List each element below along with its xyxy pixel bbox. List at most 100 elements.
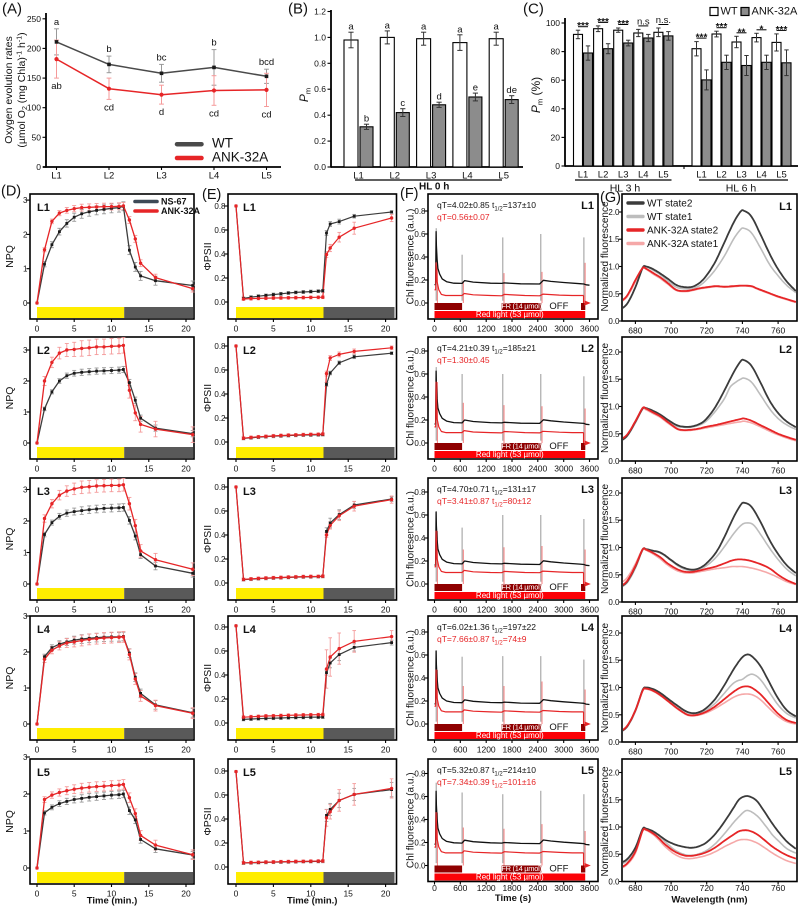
svg-text:5: 5 bbox=[72, 464, 77, 474]
svg-text:2400: 2400 bbox=[528, 883, 547, 893]
svg-text:80: 80 bbox=[551, 47, 561, 57]
svg-text:Red light (53 µmol): Red light (53 µmol) bbox=[476, 450, 544, 459]
svg-text:FR (14 µmol): FR (14 µmol) bbox=[501, 302, 542, 311]
svg-text:0.6: 0.6 bbox=[414, 230, 426, 239]
svg-text:L2: L2 bbox=[37, 345, 50, 357]
svg-text:0.6: 0.6 bbox=[214, 507, 226, 516]
svg-text:20: 20 bbox=[181, 745, 191, 755]
svg-text:L4: L4 bbox=[462, 171, 473, 182]
svg-text:5: 5 bbox=[72, 324, 77, 334]
svg-text:Time (min.): Time (min.) bbox=[287, 896, 338, 907]
svg-text:0: 0 bbox=[23, 299, 28, 308]
svg-text:600: 600 bbox=[453, 464, 467, 474]
svg-text:0.4: 0.4 bbox=[214, 815, 226, 824]
svg-text:FR (14 µmol): FR (14 µmol) bbox=[501, 864, 542, 873]
svg-text:Normalized fluorescence: Normalized fluorescence bbox=[600, 766, 611, 876]
svg-text:Red light (53 µmol): Red light (53 µmol) bbox=[476, 591, 544, 600]
svg-text:720: 720 bbox=[700, 607, 714, 617]
svg-text:1200: 1200 bbox=[477, 464, 496, 474]
svg-text:760: 760 bbox=[771, 466, 785, 476]
svg-text:760: 760 bbox=[771, 883, 785, 893]
svg-text:0: 0 bbox=[432, 605, 437, 615]
svg-text:740: 740 bbox=[735, 326, 749, 336]
svg-text:3600: 3600 bbox=[580, 324, 599, 334]
svg-text:ΦPSII: ΦPSII bbox=[202, 525, 214, 553]
svg-text:d: d bbox=[159, 107, 164, 118]
svg-text:10: 10 bbox=[306, 324, 316, 334]
svg-text:720: 720 bbox=[700, 326, 714, 336]
svg-text:150: 150 bbox=[27, 73, 41, 83]
svg-text:L4: L4 bbox=[243, 624, 257, 636]
svg-text:2.0: 2.0 bbox=[608, 769, 620, 778]
svg-text:Normalized fluorescence: Normalized fluorescence bbox=[600, 343, 611, 453]
svg-text:OFF: OFF bbox=[549, 722, 568, 733]
svg-text:1200: 1200 bbox=[477, 745, 496, 755]
svg-text:0.8: 0.8 bbox=[214, 342, 226, 351]
svg-text:(D): (D) bbox=[1, 184, 21, 200]
svg-text:L2: L2 bbox=[243, 345, 256, 357]
svg-text:b: b bbox=[364, 114, 369, 125]
svg-text:L5: L5 bbox=[581, 765, 594, 777]
svg-text:3: 3 bbox=[23, 486, 28, 495]
svg-text:0: 0 bbox=[35, 605, 40, 615]
svg-text:NPQ: NPQ bbox=[4, 810, 16, 833]
svg-text:L5: L5 bbox=[658, 170, 669, 181]
svg-text:20: 20 bbox=[381, 889, 391, 899]
svg-text:720: 720 bbox=[700, 883, 714, 893]
svg-text:1.5: 1.5 bbox=[608, 516, 620, 525]
svg-text:FR (14 µmol): FR (14 µmol) bbox=[501, 723, 542, 732]
svg-text:10: 10 bbox=[107, 889, 117, 899]
svg-text:0.8: 0.8 bbox=[314, 58, 326, 68]
svg-text:0.8: 0.8 bbox=[414, 207, 426, 216]
svg-text:ANK-32A: ANK-32A bbox=[161, 206, 201, 216]
svg-text:bcd: bcd bbox=[259, 57, 274, 68]
svg-text:L1: L1 bbox=[779, 201, 792, 213]
svg-text:0.6: 0.6 bbox=[214, 226, 226, 235]
svg-text:1: 1 bbox=[23, 827, 28, 836]
svg-text:20: 20 bbox=[381, 605, 391, 615]
svg-text:0.2: 0.2 bbox=[214, 695, 226, 704]
svg-text:740: 740 bbox=[735, 747, 749, 757]
svg-text:1: 1 bbox=[23, 549, 28, 558]
svg-text:0.4: 0.4 bbox=[214, 531, 226, 540]
svg-text:FR (14 µmol): FR (14 µmol) bbox=[501, 442, 542, 451]
svg-text:100: 100 bbox=[27, 103, 41, 113]
svg-text:L4: L4 bbox=[209, 171, 220, 182]
svg-text:20: 20 bbox=[181, 324, 191, 334]
svg-text:15: 15 bbox=[343, 889, 353, 899]
svg-text:0: 0 bbox=[432, 883, 437, 893]
svg-text:3: 3 bbox=[23, 612, 28, 621]
svg-text:1.2: 1.2 bbox=[314, 7, 326, 17]
svg-text:0.0: 0.0 bbox=[214, 579, 226, 588]
svg-text:3000: 3000 bbox=[554, 745, 573, 755]
svg-text:15: 15 bbox=[343, 464, 353, 474]
svg-text:L5: L5 bbox=[776, 170, 787, 181]
svg-text:ANK-32A: ANK-32A bbox=[212, 150, 268, 165]
svg-text:0.2: 0.2 bbox=[414, 697, 426, 706]
svg-text:2.0: 2.0 bbox=[608, 489, 620, 498]
svg-text:10: 10 bbox=[107, 464, 117, 474]
svg-text:de: de bbox=[506, 85, 517, 96]
svg-text:0.2: 0.2 bbox=[414, 839, 426, 848]
svg-text:ΦPSII: ΦPSII bbox=[202, 242, 214, 270]
svg-text:WT: WT bbox=[212, 136, 233, 151]
svg-text:0.2: 0.2 bbox=[214, 414, 226, 423]
svg-text:L1: L1 bbox=[578, 170, 589, 181]
svg-text:n.s: n.s bbox=[637, 16, 650, 27]
svg-text:740: 740 bbox=[735, 883, 749, 893]
svg-text:NPQ: NPQ bbox=[4, 528, 16, 551]
svg-text:WT state1: WT state1 bbox=[647, 212, 693, 223]
svg-text:L4: L4 bbox=[756, 170, 767, 181]
svg-text:1.5: 1.5 bbox=[608, 375, 620, 384]
svg-text:qT=7.34±0.39 t1/2=101±16: qT=7.34±0.39 t1/2=101±16 bbox=[437, 777, 536, 790]
svg-text:600: 600 bbox=[453, 605, 467, 615]
svg-text:0: 0 bbox=[432, 324, 437, 334]
svg-text:0: 0 bbox=[234, 464, 239, 474]
svg-text:700: 700 bbox=[664, 326, 678, 336]
svg-text:0.2: 0.2 bbox=[214, 274, 226, 283]
svg-text:cd: cd bbox=[209, 108, 219, 119]
svg-text:5: 5 bbox=[271, 605, 276, 615]
svg-text:0.8: 0.8 bbox=[414, 770, 426, 779]
svg-text:OFF: OFF bbox=[549, 864, 568, 875]
svg-text:0: 0 bbox=[555, 161, 560, 171]
